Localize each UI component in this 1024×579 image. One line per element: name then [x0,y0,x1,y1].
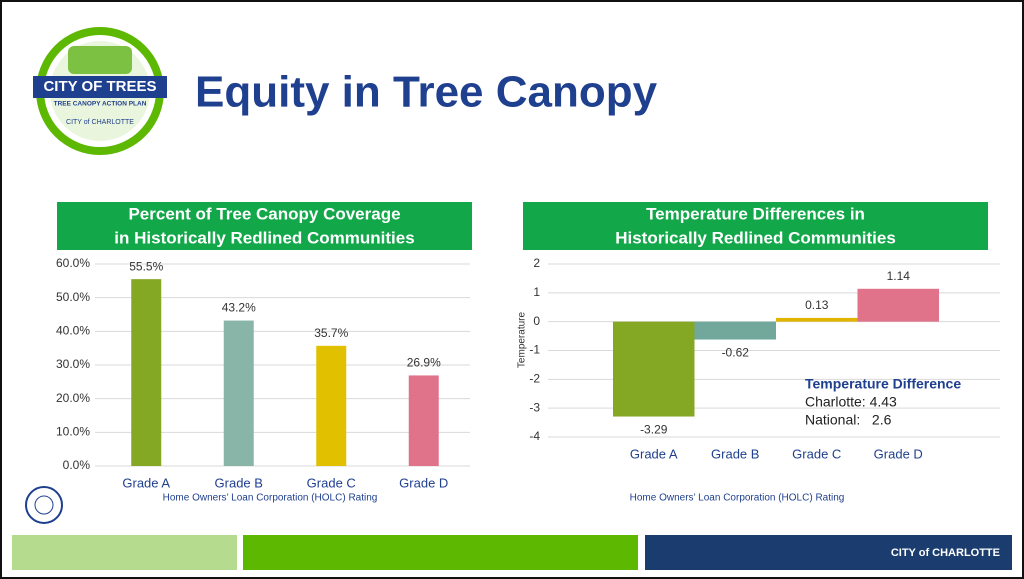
y-tick-label: -1 [529,343,540,357]
chart-title: Temperature Differences in [646,204,865,223]
chart-header [57,202,472,250]
value-label: 55.5% [129,259,163,273]
chart-title: Historically Redlined Communities [615,228,896,247]
x-tick-label: Grade D [874,446,923,461]
footer-band [243,535,638,570]
bar [613,321,695,417]
x-axis-title: Home Owners’ Loan Corporation (HOLC) Rat… [630,493,845,504]
logo-title: CITY OF TREES [43,78,156,95]
value-label: -0.62 [722,346,750,360]
y-tick-label: 0 [533,314,540,328]
bar [776,317,858,322]
chart-header [523,202,988,250]
bar [223,320,254,466]
bar [857,288,939,322]
value-label: 1.14 [887,269,911,283]
y-tick-label: 50.0% [56,290,90,304]
x-tick-label: Grade C [792,446,841,461]
value-label: -3.29 [640,423,668,437]
bar [408,375,439,466]
chart-title: Percent of Tree Canopy Coverage [128,204,400,223]
y-tick-label: 0.0% [63,458,91,472]
logo-banner [33,76,167,98]
x-tick-label: Grade A [122,475,170,490]
footer-brand: CITY of CHARLOTTE [891,547,1000,559]
logo-subtitle: TREE CANOPY ACTION PLAN [54,101,147,108]
y-tick-label: 30.0% [56,357,90,371]
slide-title: Equity in Tree Canopy [195,68,658,117]
chart-title: in Historically Redlined Communities [114,228,414,247]
bar [694,321,776,340]
x-tick-label: Grade A [630,446,678,461]
y-tick-label: -2 [529,372,540,386]
y-tick-label: -4 [529,429,540,443]
x-tick-label: Grade B [711,446,759,461]
x-axis-title: Home Owners’ Loan Corporation (HOLC) Rat… [163,493,378,504]
value-label: 43.2% [222,301,256,315]
y-tick-label: 60.0% [56,256,90,270]
bar [316,345,347,466]
y-tick-label: 1 [533,285,540,299]
y-axis-title: Temperature [517,311,528,368]
value-label: 0.13 [805,298,829,312]
value-label: 26.9% [407,356,441,370]
footer-band [645,535,1012,570]
y-tick-label: 10.0% [56,425,90,439]
footer-band [12,535,237,570]
annotation: National: 2.6 [805,412,892,428]
logo: CITY OF TREES TREE CANOPY ACTION PLAN CI… [33,27,167,155]
y-tick-label: 2 [533,256,540,270]
seal [25,486,63,524]
x-tick-label: Grade B [215,475,263,490]
bar [131,279,162,466]
annotation: Charlotte: 4.43 [805,394,897,410]
x-tick-label: Grade D [399,475,448,490]
y-tick-label: 20.0% [56,391,90,405]
x-tick-label: Grade C [307,475,356,490]
logo-trees [68,46,132,74]
y-tick-label: -3 [529,400,540,414]
y-tick-label: 40.0% [56,324,90,338]
value-label: 35.7% [314,326,348,340]
seal-globe [34,495,54,515]
logo-city: CITY of CHARLOTTE [66,119,134,126]
annotation: Temperature Difference [805,376,961,392]
seal-ring [25,486,63,524]
